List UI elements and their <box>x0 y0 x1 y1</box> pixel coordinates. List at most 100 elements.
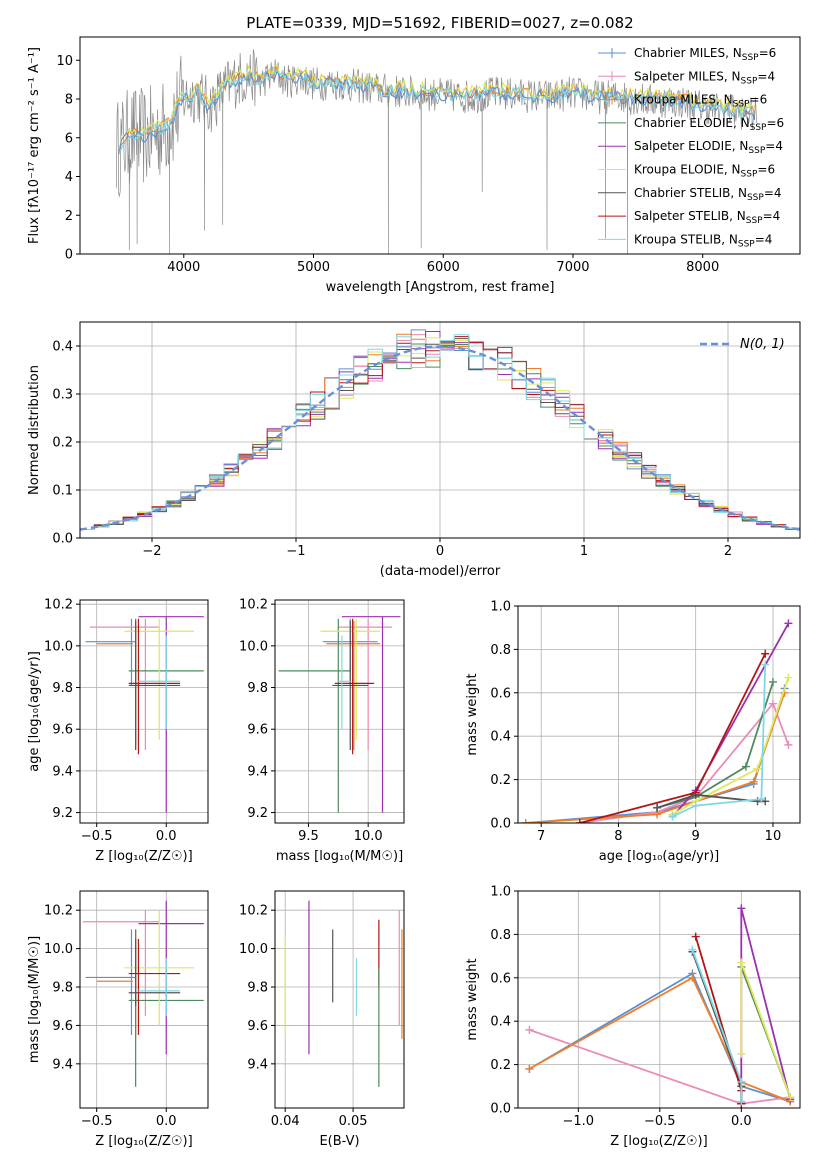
y-tick-label: 9.8 <box>247 981 268 996</box>
plot-frame <box>79 890 209 1109</box>
y-tick-label: 0.8 <box>490 928 511 943</box>
y-tick-label: 6 <box>65 131 73 146</box>
series-point <box>749 777 758 786</box>
y-tick-label: 9.6 <box>247 1019 268 1034</box>
series-point <box>525 1025 534 1034</box>
y-tick-label: 8 <box>65 93 73 108</box>
y-tick-label: 9.8 <box>52 681 73 696</box>
x-tick-label: −1 <box>286 544 305 559</box>
series-point <box>741 762 750 771</box>
plot-frame <box>274 890 405 1109</box>
legend-value: =4 <box>764 186 782 200</box>
x-axis-label: Z [log₁₀(Z/Z☉)] <box>95 1134 192 1149</box>
series-line <box>656 681 774 809</box>
y-tick-label: 0.2 <box>490 773 511 788</box>
legend-label: Kroupa ELODIE, NSSP=6 <box>634 163 775 180</box>
x-tick-label: −0.5 <box>644 1114 676 1129</box>
panel-age_vs_mass: 9.5 10.0 9.2 9.4 9.6 9.8 10.0 10.2 mass [log₁₀(M… <box>239 598 405 864</box>
y-tick-label: 10.0 <box>44 639 73 654</box>
legend-value: =6 <box>759 46 777 60</box>
plot-frame <box>517 890 801 1109</box>
series-point <box>668 812 677 821</box>
x-axis-label: age [log₁₀(age/yr)] <box>599 849 720 864</box>
legend-subscript: SSP <box>747 193 764 203</box>
x-tick-label: 10.0 <box>354 829 383 844</box>
legend-value: =6 <box>757 163 775 177</box>
y-tick-label: 9.6 <box>247 723 268 738</box>
series-line <box>528 976 791 1103</box>
legend-label: N(0, 1) <box>740 337 785 352</box>
legend-value: =6 <box>750 93 768 107</box>
legend-label: Chabrier STELIB, NSSP=4 <box>634 186 782 203</box>
plot-area-age_vs_Z <box>85 616 204 813</box>
plot-area-mass_vs_ebv <box>284 900 403 1087</box>
legend-value: =4 <box>757 69 775 83</box>
plot-area-mass_weight_vs_age <box>521 619 793 823</box>
x-tick-label: 0.0 <box>156 1114 177 1129</box>
series-line <box>672 677 790 816</box>
series-point <box>521 819 530 823</box>
x-tick-label: 5000 <box>297 260 330 275</box>
x-tick-label: −2 <box>142 544 161 559</box>
y-tick-label: 9.4 <box>247 1057 268 1072</box>
plot-area-mass_weight_vs_Z <box>525 904 795 1108</box>
series-point <box>757 795 766 804</box>
legend-value: =4 <box>755 232 773 246</box>
x-tick-label: 2 <box>724 544 732 559</box>
series-line <box>671 622 790 818</box>
y-tick-label: 9.6 <box>52 723 73 738</box>
y-tick-label: 0.6 <box>490 686 511 701</box>
x-tick-label: −1.0 <box>563 1114 595 1129</box>
y-tick-label: 10.2 <box>44 598 73 613</box>
series-point <box>691 801 700 810</box>
plot-area-age_vs_mass <box>278 616 401 813</box>
y-axis-label: Normed distribution <box>27 365 42 495</box>
y-tick-label: 0.0 <box>490 817 511 832</box>
histogram-step <box>80 334 800 530</box>
series-point <box>761 660 770 669</box>
y-axis-label: mass weight <box>465 673 480 755</box>
x-tick-label: 0 <box>436 544 444 559</box>
y-tick-label: 10.0 <box>239 639 268 654</box>
y-axis-label: mass weight <box>465 958 480 1040</box>
gaussian-curve <box>80 345 800 531</box>
panel-residuals: −2 −1 0 1 2 0.0 0.1 0.2 0.3 0.4 (data-model)/error… <box>27 321 801 579</box>
series-point <box>525 1064 534 1073</box>
y-tick-label: 10.2 <box>239 904 268 919</box>
series-line <box>672 664 767 818</box>
plot-area-spectrum <box>115 49 758 254</box>
series-point <box>688 945 697 954</box>
panel-mass_vs_Z: −0.5 0.0 9.4 9.6 9.8 10.0 10.2 Z [log₁₀(Z/Z☉)] m… <box>27 890 209 1149</box>
y-tick-label: 9.2 <box>52 806 73 821</box>
y-tick-label: 0 <box>65 248 73 263</box>
x-axis-label: Z [log₁₀(Z/Z☉)] <box>610 1134 707 1149</box>
x-tick-label: 1 <box>580 544 588 559</box>
x-tick-label: 9.5 <box>298 829 319 844</box>
plot-frame <box>517 605 801 824</box>
y-tick-label: 10.2 <box>44 904 73 919</box>
x-tick-label: 6000 <box>427 260 460 275</box>
y-tick-label: 0.8 <box>490 643 511 658</box>
series-point <box>653 803 662 812</box>
spectrum-model-line <box>118 64 755 150</box>
y-tick-label: 10.0 <box>44 942 73 957</box>
panel-mass_weight_vs_Z: −1.0 −0.5 0.0 0.0 0.2 0.4 0.6 0.8 1.0 Z [log₁₀(Z/… <box>465 885 801 1149</box>
y-tick-label: 10.2 <box>239 598 268 613</box>
series-point <box>768 677 777 686</box>
y-tick-label: 2 <box>65 209 73 224</box>
y-tick-label: 0.6 <box>490 971 511 986</box>
y-tick-label: 9.6 <box>52 1019 73 1034</box>
legend-label: Salpeter MILES, NSSP=4 <box>634 69 775 86</box>
legend-subscript: SSP <box>746 216 763 226</box>
y-tick-label: 1.0 <box>490 885 511 900</box>
legend-value: =6 <box>766 116 784 130</box>
plot-area-mass_vs_Z <box>82 900 204 1087</box>
y-tick-label: 0.4 <box>490 1015 511 1030</box>
x-axis-label: (data-model)/error <box>380 564 501 579</box>
x-axis-label: Z [log₁₀(Z/Z☉)] <box>95 849 192 864</box>
y-tick-label: 9.8 <box>52 981 73 996</box>
legend-label: Chabrier ELODIE, NSSP=6 <box>634 116 784 133</box>
series-point <box>784 619 793 628</box>
x-tick-label: 9 <box>692 829 700 844</box>
y-tick-label: 0.1 <box>52 484 73 499</box>
